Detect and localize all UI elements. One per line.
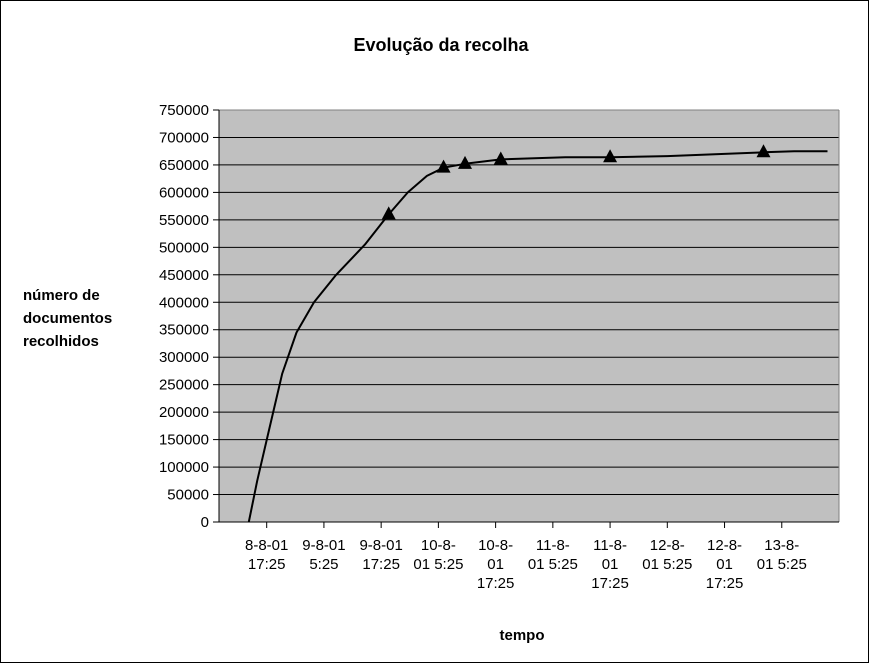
y-tick-label: 100000 [159, 459, 209, 476]
y-axis-title-line: recolhidos [23, 333, 99, 350]
chart-title: Evolução da recolha [353, 35, 529, 55]
x-tick-label: 11-8-01 5:25 [528, 537, 578, 573]
y-tick-label: 550000 [159, 212, 209, 229]
series-line [247, 150, 828, 523]
y-tick-label: 200000 [159, 404, 209, 421]
y-tick-label: 450000 [159, 267, 209, 284]
data-point-marker [458, 155, 473, 169]
y-tick-label: 750000 [159, 102, 209, 119]
y-axis-title-line: número de [23, 287, 100, 304]
x-tick-label: 13-8-01 5:25 [757, 537, 807, 573]
y-tick-label: 0 [201, 514, 209, 531]
x-tick-label: 10-8-01 5:25 [413, 537, 463, 573]
x-tick-label: 9-8-01 17:25 [359, 537, 402, 573]
y-tick-label: 500000 [159, 239, 209, 256]
x-tick-label: 11-8-01 17:25 [591, 537, 629, 592]
x-tick-label: 8-8-01 17:25 [245, 537, 288, 573]
plot-area: 0 50000 100000 150000 200000 250000 300000 3500… [159, 102, 840, 592]
data-point-marker [381, 206, 396, 220]
plot-background [219, 110, 839, 522]
y-tick-label: 600000 [159, 184, 209, 201]
x-tick-label: 9-8-01 5:25 [302, 537, 345, 573]
y-tick-label: 650000 [159, 157, 209, 174]
y-tick-label: 350000 [159, 322, 209, 339]
data-point-marker [756, 144, 771, 158]
y-tick-label: 150000 [159, 432, 209, 449]
y-tick-label: 400000 [159, 294, 209, 311]
x-tick-label: 10-8-01 17:25 [477, 537, 515, 592]
data-point-marker [603, 149, 618, 163]
y-tick-label: 300000 [159, 349, 209, 366]
y-tick-label: 700000 [159, 129, 209, 146]
y-tick-label: 50000 [167, 487, 209, 504]
y-axis-title: número de documentos recolhidos [23, 287, 112, 350]
y-axis-title-line: documentos [23, 310, 112, 327]
data-point-marker [493, 151, 508, 165]
x-tick-label: 12-8-01 17:25 [706, 537, 744, 592]
x-axis-title: tempo [500, 627, 545, 644]
data-point-marker [436, 159, 451, 173]
x-tick-label: 12-8-01 5:25 [642, 537, 692, 573]
y-tick-label: 250000 [159, 377, 209, 394]
